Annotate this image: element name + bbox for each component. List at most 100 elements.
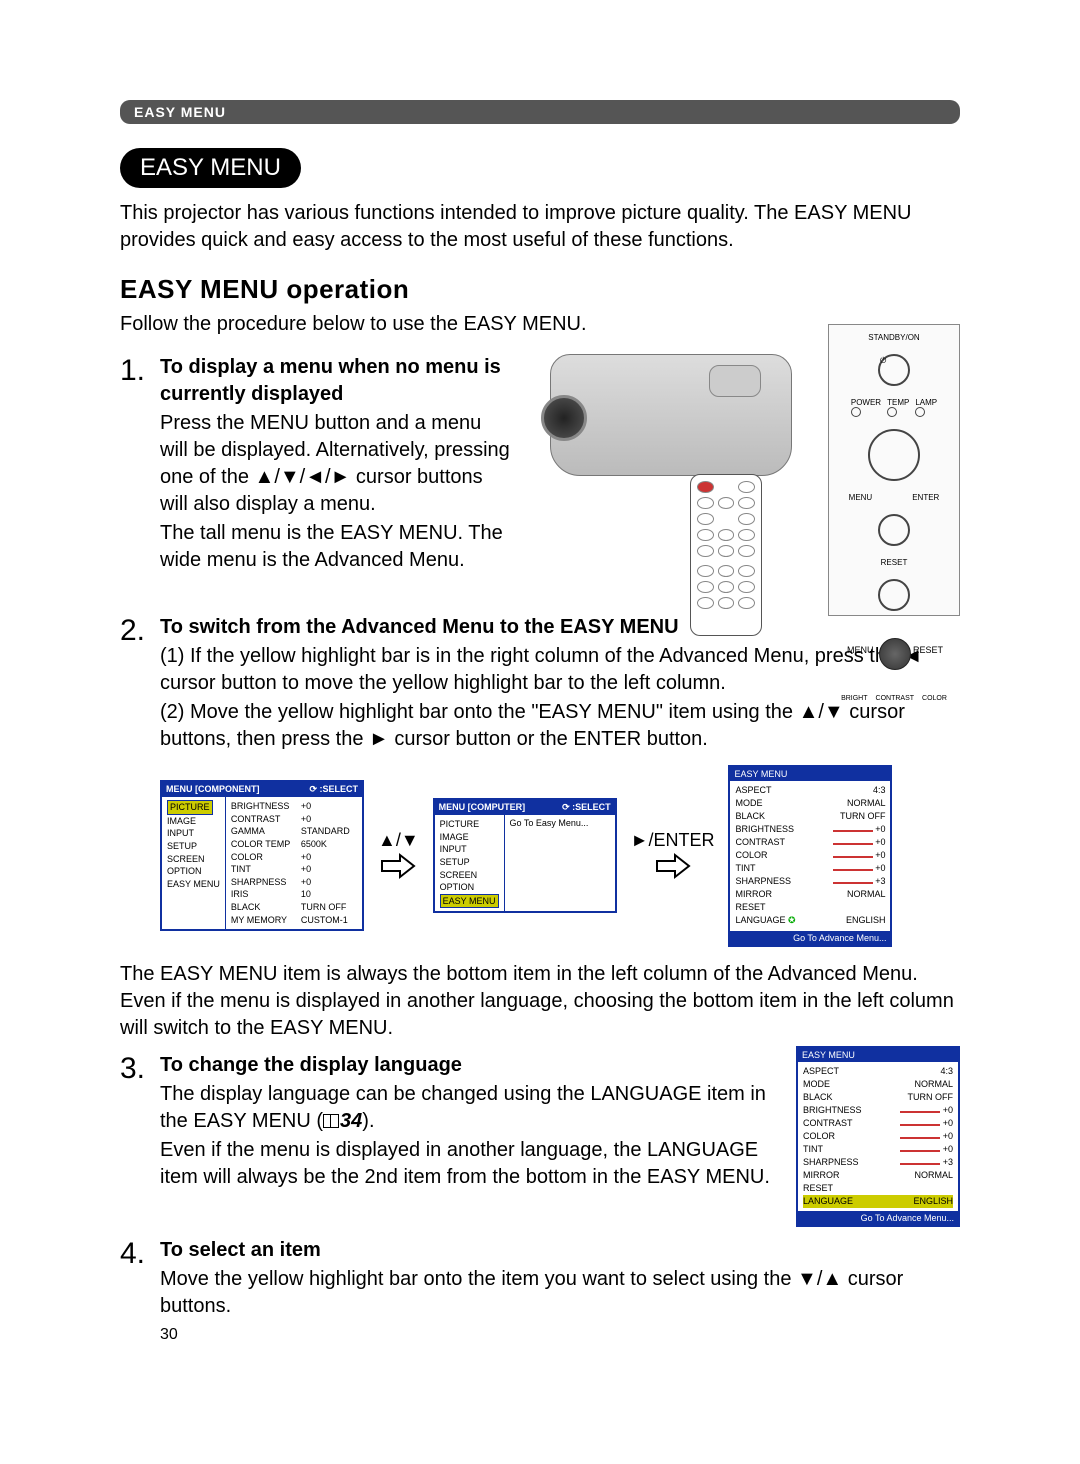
reset-label: RESET — [881, 558, 908, 567]
standby-label: STANDBY/ON — [868, 333, 919, 342]
easy-row: MIRRORNORMAL — [803, 1169, 953, 1182]
screenB-hdr-left: MENU [COMPUTER] — [439, 802, 526, 813]
projector-diagram: STANDBY/ON ⏻ POWER TEMP LAMP MENU ENTER — [530, 324, 960, 604]
step4-number: 4. — [120, 1237, 160, 1270]
screenA-right-item: BLACKTURN OFF — [231, 901, 350, 914]
bright-label: BRIGHT — [841, 695, 867, 702]
projector-body — [550, 354, 792, 476]
easy-row: COLOR +0 — [803, 1130, 953, 1143]
enter-label: ENTER — [912, 493, 939, 502]
lamp-label: LAMP — [915, 398, 937, 407]
lens-icon — [541, 395, 587, 441]
screenA-right-item: CONTRAST+0 — [231, 813, 350, 826]
easy-row: SHARPNESS +3 — [803, 1156, 953, 1169]
easy-row: MIRRORNORMAL — [735, 888, 885, 901]
control-panel: STANDBY/ON ⏻ POWER TEMP LAMP MENU ENTER — [828, 324, 960, 616]
arrow-right-icon — [655, 851, 691, 881]
easy-row: LANGUAGE ✪ENGLISH — [735, 914, 885, 927]
step3-number: 3. — [120, 1052, 160, 1085]
reset-button — [878, 579, 910, 611]
screenA-right-item: GAMMASTANDARD — [231, 825, 350, 838]
easy-row: MODENORMAL — [803, 1078, 953, 1091]
step3-title: To change the display language — [160, 1052, 776, 1079]
input-button — [868, 429, 920, 481]
easy-row: BLACKTURN OFF — [735, 810, 885, 823]
screenB-goto: Go To Easy Menu... — [505, 815, 594, 911]
mid-arrows-label: ▲/▼ — [378, 830, 419, 851]
easy-row: CONTRAST +0 — [803, 1117, 953, 1130]
menu-button — [878, 514, 910, 546]
para-after-screens: The EASY MENU item is always the bottom … — [120, 961, 960, 1042]
screenA-left-item: SETUP — [167, 840, 220, 853]
screenA-left-item: SCREEN — [167, 853, 220, 866]
projector-top-panel — [709, 365, 761, 397]
section-heading: EASY MENU operation — [120, 274, 960, 305]
easy-menu-screen-lang: EASY MENU ASPECT4:3MODENORMALBLACKTURN O… — [796, 1046, 960, 1228]
contrast-label: CONTRAST — [876, 695, 915, 702]
easy-row: TINT +0 — [735, 862, 885, 875]
easy-row: ASPECT4:3 — [735, 784, 885, 797]
advanced-menu-a: MENU [COMPONENT] ⟳ :SELECT PICTUREIMAGEI… — [160, 780, 364, 931]
step4-p: Move the yellow highlight bar onto the i… — [160, 1266, 960, 1320]
easy-row: MODENORMAL — [735, 797, 885, 810]
easy-foot: Go To Advance Menu... — [730, 931, 890, 945]
screenA-hdr-right: ⟳ :SELECT — [309, 784, 358, 795]
standby-button: ⏻ — [878, 354, 910, 386]
screenA-left-item: EASY MENU — [167, 878, 220, 891]
screenA-left-item: PICTURE — [167, 800, 220, 815]
easy-hdr2: EASY MENU — [798, 1048, 958, 1062]
easy-hdr: EASY MENU — [730, 767, 890, 781]
screenA-right-item: MY MEMORYCUSTOM-1 — [231, 914, 350, 927]
step1-p2: The tall menu is the EASY MENU. The wide… — [160, 520, 510, 574]
screenB-left-item: SCREEN — [440, 869, 499, 882]
step2-number: 2. — [120, 614, 160, 647]
screenB-left-item: EASY MENU — [440, 894, 499, 909]
temp-label: TEMP — [887, 398, 909, 407]
screenA-right-item: COLOR TEMP6500K — [231, 838, 350, 851]
screenB-left-item: IMAGE — [440, 831, 499, 844]
arrow-right-icon — [380, 851, 416, 881]
screenA-left-item: IMAGE — [167, 815, 220, 828]
easy-row: RESET — [735, 901, 885, 914]
easy-row: BRIGHTNESS +0 — [735, 823, 885, 836]
screenA-right-item: SHARPNESS+0 — [231, 876, 350, 889]
easy-menu-screen: EASY MENU ASPECT4:3MODENORMALBLACKTURN O… — [728, 765, 892, 947]
easy-row: LANGUAGEENGLISH — [803, 1195, 953, 1208]
screenA-hdr-left: MENU [COMPONENT] — [166, 784, 260, 795]
dpad: MENU RESET — [849, 623, 939, 683]
title-pill: EASY MENU — [120, 148, 301, 188]
easy-foot2: Go To Advance Menu... — [798, 1211, 958, 1225]
easy-row: BLACKTURN OFF — [803, 1091, 953, 1104]
screenA-right-item: TINT+0 — [231, 863, 350, 876]
screenA-right-item: IRIS10 — [231, 888, 350, 901]
remote-control — [690, 474, 762, 636]
page: EASY MENU EASY MENU This projector has v… — [0, 0, 1080, 1384]
step3-p1: The display language can be changed usin… — [160, 1081, 776, 1135]
screenA-right-item: COLOR+0 — [231, 851, 350, 864]
intro-text: This projector has various functions int… — [120, 200, 960, 254]
easy-row: RESET — [803, 1182, 953, 1195]
easy-row: COLOR +0 — [735, 849, 885, 862]
enter-arrow-label: ►/ENTER — [631, 830, 715, 851]
screenA-left-item: INPUT — [167, 827, 220, 840]
screenB-left-item: OPTION — [440, 881, 499, 894]
screenB-left-item: PICTURE — [440, 818, 499, 831]
screenB-left-item: INPUT — [440, 843, 499, 856]
dpad-menu-label: MENU — [847, 645, 874, 655]
dpad-reset-label: RESET — [913, 645, 943, 655]
screenB-left-item: SETUP — [440, 856, 499, 869]
step4-title: To select an item — [160, 1237, 960, 1264]
step1-p1: Press the MENU button and a menu will be… — [160, 410, 510, 518]
header-bar: EASY MENU — [120, 100, 960, 124]
easy-row: CONTRAST +0 — [735, 836, 885, 849]
easy-row: ASPECT4:3 — [803, 1065, 953, 1078]
easy-row: TINT +0 — [803, 1143, 953, 1156]
easy-row: SHARPNESS +3 — [735, 875, 885, 888]
step1-title: To display a menu when no menu is curren… — [160, 354, 510, 408]
color-label: COLOR — [922, 695, 947, 702]
menu-screens-row: MENU [COMPONENT] ⟳ :SELECT PICTUREIMAGEI… — [160, 765, 960, 947]
step3-p2: Even if the menu is displayed in another… — [160, 1137, 776, 1191]
screenA-right-item: BRIGHTNESS+0 — [231, 800, 350, 813]
step1-number: 1. — [120, 354, 160, 387]
page-number: 30 — [160, 1326, 960, 1344]
